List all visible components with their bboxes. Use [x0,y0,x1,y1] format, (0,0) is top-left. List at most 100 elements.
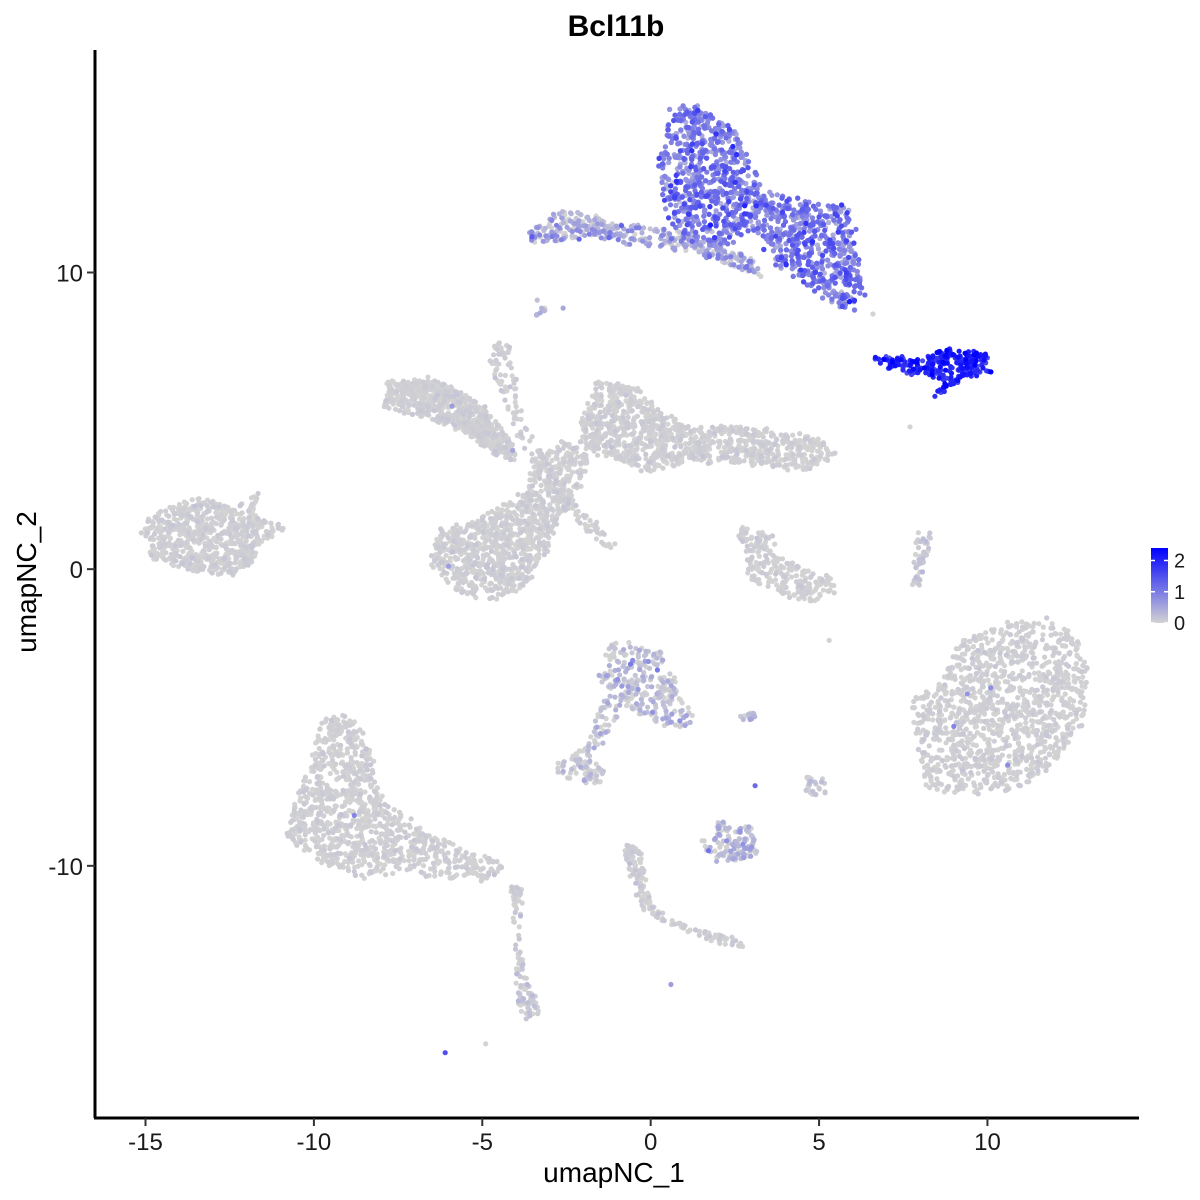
cell-point [609,672,615,678]
cell-point [511,416,517,422]
cell-point [825,588,831,594]
cell-point [722,941,728,947]
cell-point [1036,719,1042,726]
cell-point [513,386,519,392]
cell-point [970,651,976,657]
cell-point [1004,619,1011,625]
cell-point [254,495,260,501]
cell-point [1006,770,1013,776]
cell-point [354,825,360,832]
cell-point [344,750,351,756]
cell-point [679,459,685,465]
cell-point [432,873,438,879]
cell-point [1082,702,1088,708]
cell-point [531,472,537,479]
cell-point [655,442,661,449]
cell-point [943,707,949,713]
cell-point [814,461,820,467]
cell-point [817,591,823,597]
cell-point [527,471,533,477]
cell-point [315,856,321,862]
cell-point [511,919,517,925]
cell-point [536,551,542,557]
cell-point [943,730,949,736]
cell-point [813,579,819,585]
cell-point [1036,670,1042,676]
cell-point [1024,766,1030,773]
cell-point [502,384,508,390]
cell-point [438,871,444,877]
cell-point [607,668,613,674]
cell-point [1017,688,1023,694]
cell-point [1083,679,1089,686]
cell-point [356,858,362,864]
cell-point [425,374,431,380]
cell-point [397,809,403,816]
cell-point [790,461,796,467]
cell-point [664,460,670,466]
cell-point [757,581,763,587]
cell-point [967,638,973,645]
cell-point [390,843,396,849]
cell-point [927,785,933,791]
cell-point [983,635,989,641]
cell-point [354,760,360,766]
cell-point [1030,718,1036,725]
cell-point [823,572,830,579]
cell-point [471,857,477,863]
cell-point [502,372,508,378]
cell-point [578,483,584,489]
cell-point [790,432,796,438]
cell-point [998,627,1004,633]
cell-point [1061,643,1068,649]
cell-point [518,416,524,422]
cell-point [733,424,739,430]
cell-point [797,431,803,437]
cell-point [471,852,477,858]
cell-point [446,840,453,846]
cell-point [441,837,447,843]
cell-point [698,424,704,430]
cell-point [353,736,359,743]
cell-point [331,766,337,772]
cell-point [956,662,962,668]
cell-point [1014,621,1020,627]
cell-point [1081,707,1087,713]
cell-point [717,844,723,850]
cell-point [483,1041,489,1047]
cell-point [931,693,937,699]
cell-point [306,779,313,785]
cell-point [305,795,311,801]
cell-point [239,510,245,516]
cell-point [352,864,358,870]
cell-point [794,439,800,445]
cell-point [634,413,641,419]
cell-point [930,717,936,723]
cell-point [1040,624,1046,630]
cell-point [336,775,342,781]
cell-point [359,872,365,878]
cell-point [505,404,511,410]
cell-point [987,652,993,658]
cell-point [588,734,594,740]
cell-point [647,898,653,905]
cell-point [934,786,940,792]
cell-point [676,696,682,702]
cell-point [473,870,479,877]
cell-point [800,457,806,463]
cell-point [991,747,997,753]
cell-point [443,552,449,558]
cell-point [391,807,397,813]
cell-point [334,844,340,850]
cell-point [505,509,511,515]
cell-point [716,444,722,450]
cell-point [496,380,503,386]
cell-point [1039,663,1045,669]
cell-point [360,772,366,779]
cell-point [665,421,671,427]
cell-point [638,856,644,862]
cell-point [360,825,366,831]
cell-point [250,517,256,523]
cell-point [1073,661,1079,667]
cell-point [911,719,917,726]
